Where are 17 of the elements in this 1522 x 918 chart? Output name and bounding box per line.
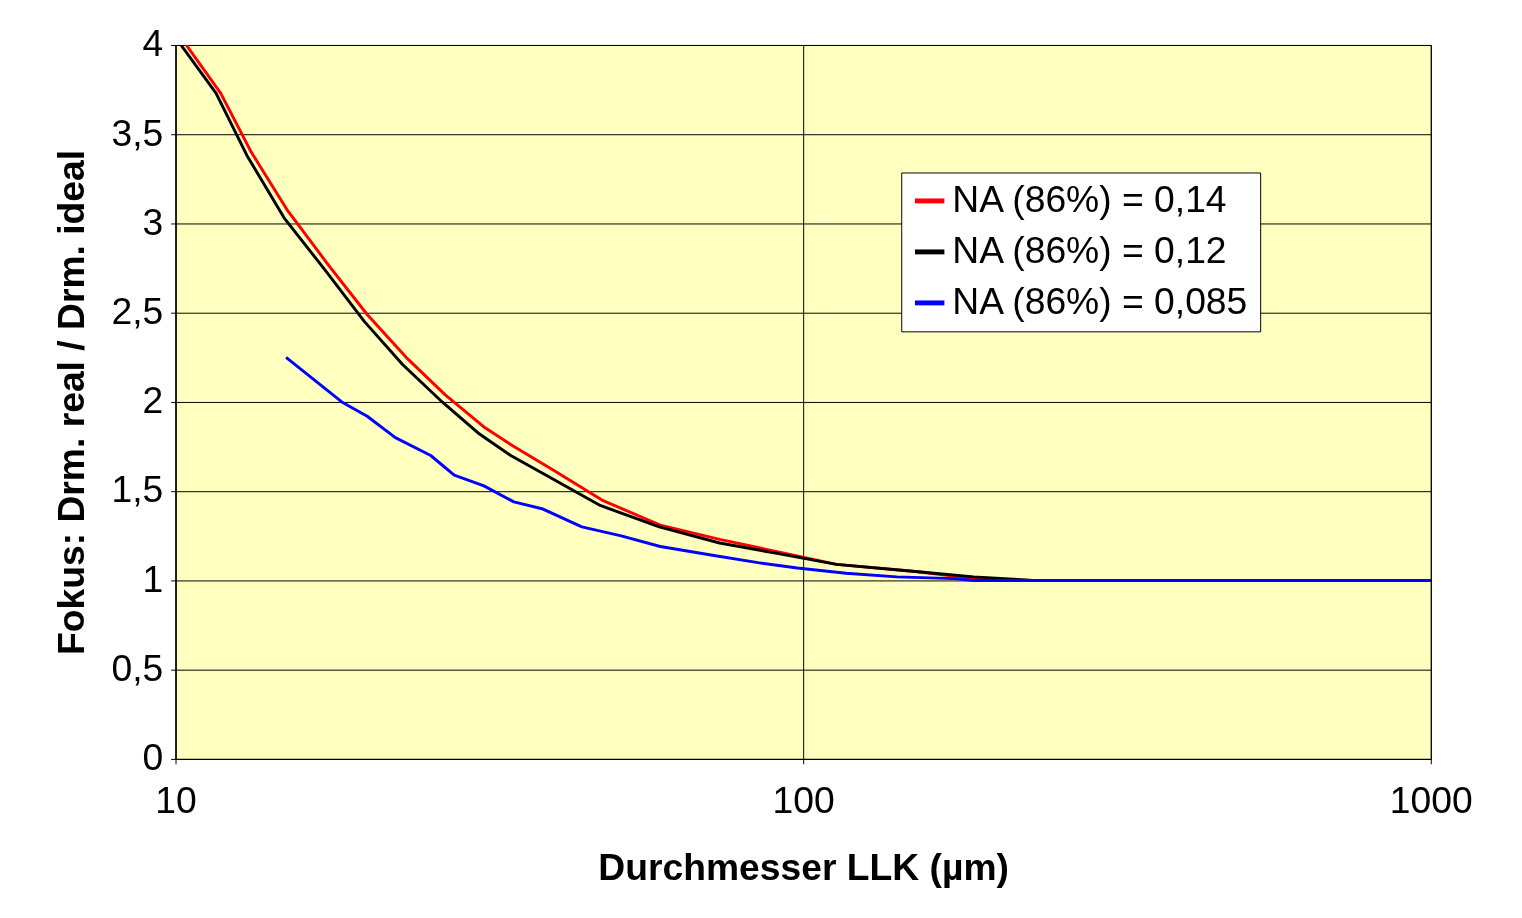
legend-label: NA (86%) = 0,12	[952, 228, 1227, 271]
y-tick-label: 0,5	[111, 646, 164, 689]
legend-label: NA (86%) = 0,14	[952, 177, 1227, 220]
x-tick-label: 100	[772, 779, 835, 822]
y-tick-label: 4	[142, 22, 164, 65]
y-axis-title: Fokus: Drm. real / Drm. ideal	[50, 149, 93, 655]
x-tick-label: 10	[155, 779, 197, 822]
y-tick-label: 0	[142, 736, 164, 779]
y-tick-label: 2,5	[111, 289, 164, 332]
x-axis-title: Durchmesser LLK (µm)	[598, 846, 1009, 889]
y-tick-label: 3,5	[111, 111, 164, 154]
x-tick-label: 1000	[1389, 779, 1473, 822]
y-tick-label: 1	[142, 557, 164, 600]
legend-label: NA (86%) = 0,085	[952, 279, 1248, 322]
y-tick-label: 1,5	[111, 468, 164, 511]
y-tick-label: 2	[142, 379, 164, 422]
y-tick-label: 3	[142, 200, 164, 243]
